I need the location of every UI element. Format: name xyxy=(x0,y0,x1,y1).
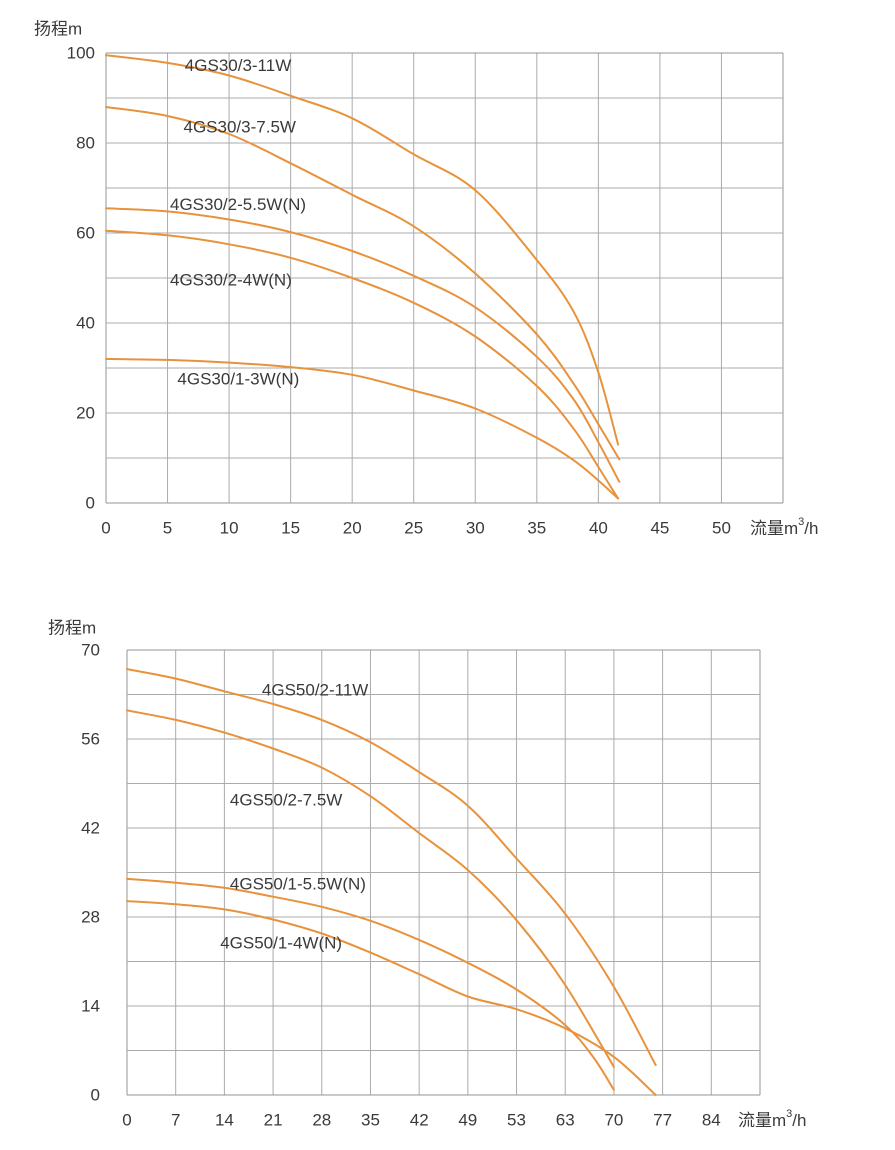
x-tick-label: 25 xyxy=(404,519,423,538)
curve-label: 4GS30/3-7.5W xyxy=(184,117,296,136)
x-tick-label: 20 xyxy=(343,519,362,538)
pump-curve-4gs30-3-7-5w xyxy=(105,106,621,461)
x-tick-label: 28 xyxy=(312,1111,331,1130)
x-tick-label: 21 xyxy=(264,1111,283,1130)
y-tick-label: 0 xyxy=(86,494,95,513)
y-tick-label: 80 xyxy=(76,134,95,153)
x-tick-label: 35 xyxy=(361,1111,380,1130)
x-tick-label: 10 xyxy=(220,519,239,538)
x-axis-title-suffix: /h xyxy=(792,1111,806,1130)
y-tick-label: 0 xyxy=(91,1086,100,1105)
x-axis-title: 流量m3/h xyxy=(738,1108,806,1130)
pump-curve-4gs50-2-11w xyxy=(126,668,657,1067)
chart-4gs30: 4GS30/3-11W 4GS30/3-7.5W 4GS30/2-5.5W(N) 4G… xyxy=(34,20,818,538)
pump-curve-4gs50-2-7-5w xyxy=(126,709,615,1068)
pump-curve-4gs50-1-5-5w-n- xyxy=(126,877,615,1091)
y-tick-label: 60 xyxy=(76,224,95,243)
x-axis-title-superscript: 3 xyxy=(786,1108,792,1120)
pump-curve-4gs30-2-5-5w-n- xyxy=(105,207,621,483)
x-tick-label: 0 xyxy=(101,519,110,538)
x-tick-label: 30 xyxy=(466,519,485,538)
x-tick-label: 49 xyxy=(458,1111,477,1130)
x-tick-label: 53 xyxy=(507,1111,526,1130)
x-axis-title-suffix: /h xyxy=(804,519,818,538)
x-tick-label: 50 xyxy=(712,519,731,538)
x-tick-label: 7 xyxy=(171,1111,180,1130)
y-tick-label: 100 xyxy=(67,44,95,63)
x-tick-label: 63 xyxy=(556,1111,575,1130)
y-tick-label: 20 xyxy=(76,404,95,423)
x-tick-label: 42 xyxy=(410,1111,429,1130)
y-tick-label: 56 xyxy=(81,730,100,749)
curve-label: 4GS30/2-5.5W(N) xyxy=(170,195,306,214)
curve-label: 4GS30/2-4W(N) xyxy=(170,270,292,289)
curve-label: 4GS50/1-4W(N) xyxy=(220,934,342,953)
y-tick-label: 42 xyxy=(81,819,100,838)
x-axis-title-superscript: 3 xyxy=(798,516,804,528)
pump-curve-4gs50-1-4w-n- xyxy=(126,900,657,1096)
curve-label: 4GS50/2-11W xyxy=(262,681,368,700)
curve-label: 4GS30/1-3W(N) xyxy=(177,369,299,388)
y-axis-title: 扬程m xyxy=(48,619,96,638)
curve-label: 4GS50/1-5.5W(N) xyxy=(230,874,366,893)
pump-curve-4gs30-2-4w-n- xyxy=(105,229,620,500)
x-axis-title: 流量m3/h xyxy=(750,516,818,538)
pump-curve-4gs30-1-3w-n- xyxy=(105,358,620,500)
y-tick-label: 40 xyxy=(76,314,95,333)
pump-curve-4gs30-3-11w xyxy=(105,54,620,446)
y-tick-label: 70 xyxy=(81,641,100,660)
x-tick-label: 84 xyxy=(702,1111,721,1130)
x-tick-label: 5 xyxy=(163,519,172,538)
x-tick-label: 35 xyxy=(527,519,546,538)
curve-label: 4GS50/2-7.5W xyxy=(230,791,342,810)
x-axis-title-prefix: 流量m xyxy=(738,1111,786,1130)
y-tick-label: 28 xyxy=(81,908,100,927)
x-tick-label: 0 xyxy=(122,1111,131,1130)
curve-label: 4GS30/3-11W xyxy=(185,56,291,75)
x-tick-label: 70 xyxy=(604,1111,623,1130)
x-tick-label: 15 xyxy=(281,519,300,538)
x-tick-label: 14 xyxy=(215,1111,234,1130)
y-tick-label: 14 xyxy=(81,997,100,1016)
chart-4gs50: 4GS50/2-11W 4GS50/2-7.5W 4GS50/1-5.5W(N) 4G… xyxy=(48,619,806,1130)
x-axis-title-prefix: 流量m xyxy=(750,519,798,538)
x-tick-label: 77 xyxy=(653,1111,672,1130)
y-axis-title: 扬程m xyxy=(34,20,82,39)
grid xyxy=(105,52,784,504)
x-tick-label: 45 xyxy=(650,519,669,538)
x-tick-label: 40 xyxy=(589,519,608,538)
grid xyxy=(126,649,761,1096)
